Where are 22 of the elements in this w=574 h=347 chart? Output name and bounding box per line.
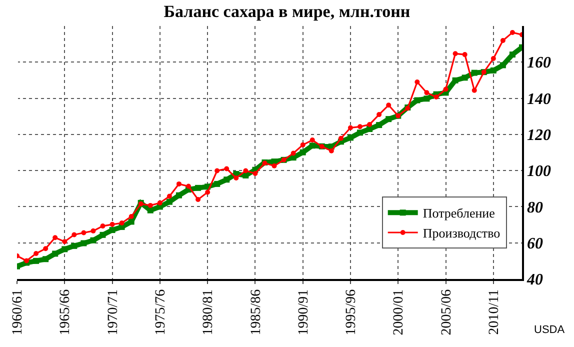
x-tick-label: 2005/06 [439, 289, 454, 336]
x-tick-label: 2000/01 [392, 289, 407, 336]
legend-label: Потребление [422, 206, 496, 221]
x-tick-label: 1975/76 [153, 289, 168, 336]
y-tick-label: 120 [526, 127, 551, 144]
x-tick-label: 1960/61 [10, 289, 26, 336]
text: USDA [534, 324, 566, 336]
x-tick-label: 1985/86 [248, 289, 264, 336]
y-tick-label: 60 [526, 235, 543, 252]
y-tick-label: 100 [526, 163, 551, 180]
y-tick-label: 140 [526, 90, 551, 108]
x-tick-label: 1995/96 [344, 289, 360, 336]
x-tick-label: 1970/71 [106, 289, 121, 336]
x-tick-label: 1965/66 [58, 289, 74, 336]
x-tick-label: 1980/81 [201, 289, 216, 336]
x-tick-label: 2010/11 [486, 289, 502, 335]
y-tick-label: 160 [526, 54, 551, 72]
y-tick-label: 80 [526, 199, 543, 216]
chart-title: Баланс сахара в мире, млн.тонн [164, 2, 410, 22]
x-tick-label: 1990/91 [296, 289, 312, 336]
y-tick-label: 40 [526, 272, 543, 289]
legend-label: Производство [422, 226, 500, 241]
